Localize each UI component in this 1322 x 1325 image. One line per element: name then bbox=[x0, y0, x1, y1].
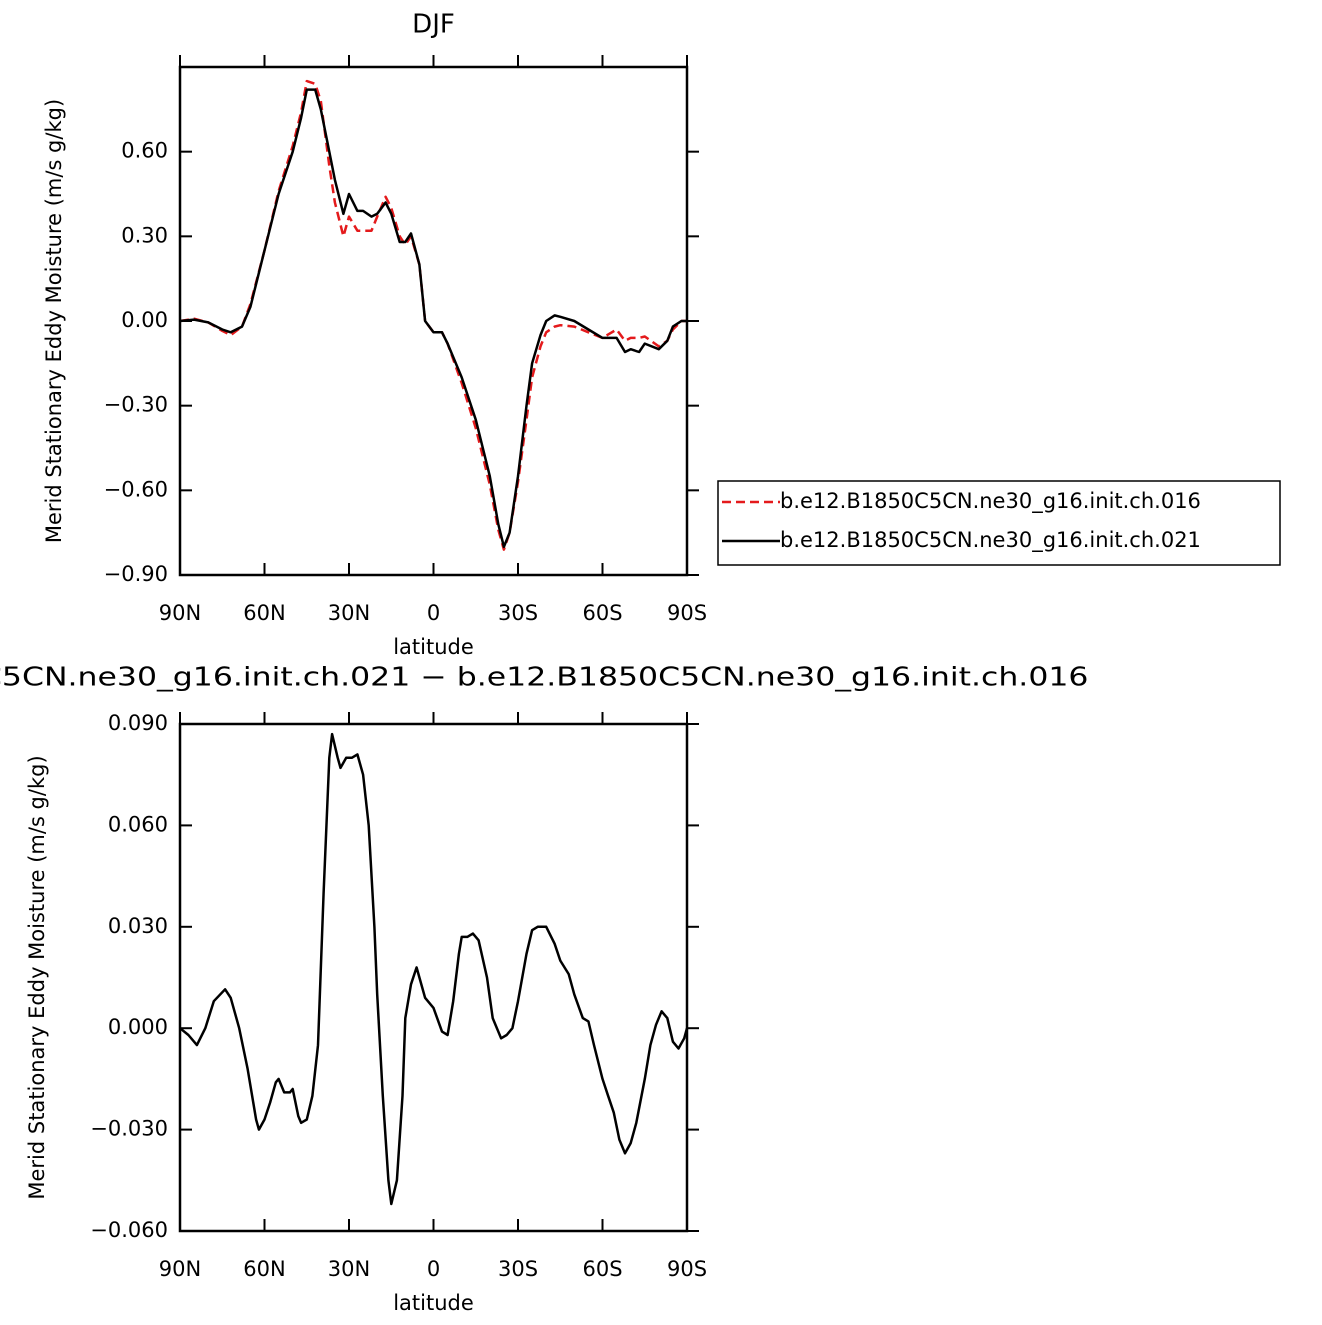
x-tick-label: 90S bbox=[667, 1257, 707, 1281]
x-tick-label: 60N bbox=[243, 1257, 285, 1281]
y-tick-label: 0.00 bbox=[121, 308, 168, 332]
data-line bbox=[179, 88, 687, 549]
x-tick-label: 60S bbox=[582, 601, 622, 625]
y-tick-label: −0.30 bbox=[104, 393, 168, 417]
y-tick-label: −0.030 bbox=[90, 1117, 168, 1141]
x-tick-label: 30N bbox=[328, 1257, 370, 1281]
y-axis-label: Merid Stationary Eddy Moisture (m/s g/kg… bbox=[42, 99, 66, 543]
x-tick-label: 60S bbox=[582, 1257, 622, 1281]
x-tick-label: 90S bbox=[667, 601, 707, 625]
y-tick-label: 0.090 bbox=[108, 711, 168, 735]
x-tick-label: 0 bbox=[427, 601, 440, 625]
y-tick-label: 0.000 bbox=[108, 1015, 168, 1039]
data-line bbox=[179, 732, 689, 1206]
y-axis-label: Merid Stationary Eddy Moisture (m/s g/kg… bbox=[25, 755, 49, 1199]
legend-label: b.e12.B1850C5CN.ne30_g16.init.ch.021 bbox=[780, 528, 1201, 553]
y-tick-label: 0.030 bbox=[108, 914, 168, 938]
x-tick-label: 0 bbox=[427, 1257, 440, 1281]
x-tick-label: 90N bbox=[159, 1257, 201, 1281]
y-tick-label: 0.30 bbox=[121, 223, 168, 247]
x-axis-label: latitude bbox=[393, 635, 474, 659]
y-tick-label: −0.90 bbox=[104, 562, 168, 586]
x-tick-label: 30N bbox=[328, 601, 370, 625]
plot-frame bbox=[178, 722, 689, 1233]
y-tick-label: 0.60 bbox=[121, 139, 168, 163]
x-axis-label: latitude bbox=[393, 1291, 474, 1315]
x-tick-label: 90N bbox=[159, 601, 201, 625]
y-tick-label: −0.060 bbox=[90, 1218, 168, 1242]
x-tick-label: 30S bbox=[498, 1257, 538, 1281]
chart-title: DJF bbox=[412, 10, 455, 40]
y-tick-label: 0.060 bbox=[108, 812, 168, 836]
y-tick-label: −0.60 bbox=[104, 477, 168, 501]
x-tick-label: 60N bbox=[243, 601, 285, 625]
data-line bbox=[179, 79, 687, 551]
legend-label: b.e12.B1850C5CN.ne30_g16.init.ch.016 bbox=[780, 489, 1201, 514]
x-tick-label: 30S bbox=[498, 601, 538, 625]
chart-title: b.e12.B1850C5CN.ne30_g16.init.ch.021 − b… bbox=[0, 663, 1089, 693]
plot-frame bbox=[178, 65, 689, 577]
legend-box bbox=[717, 480, 1281, 566]
